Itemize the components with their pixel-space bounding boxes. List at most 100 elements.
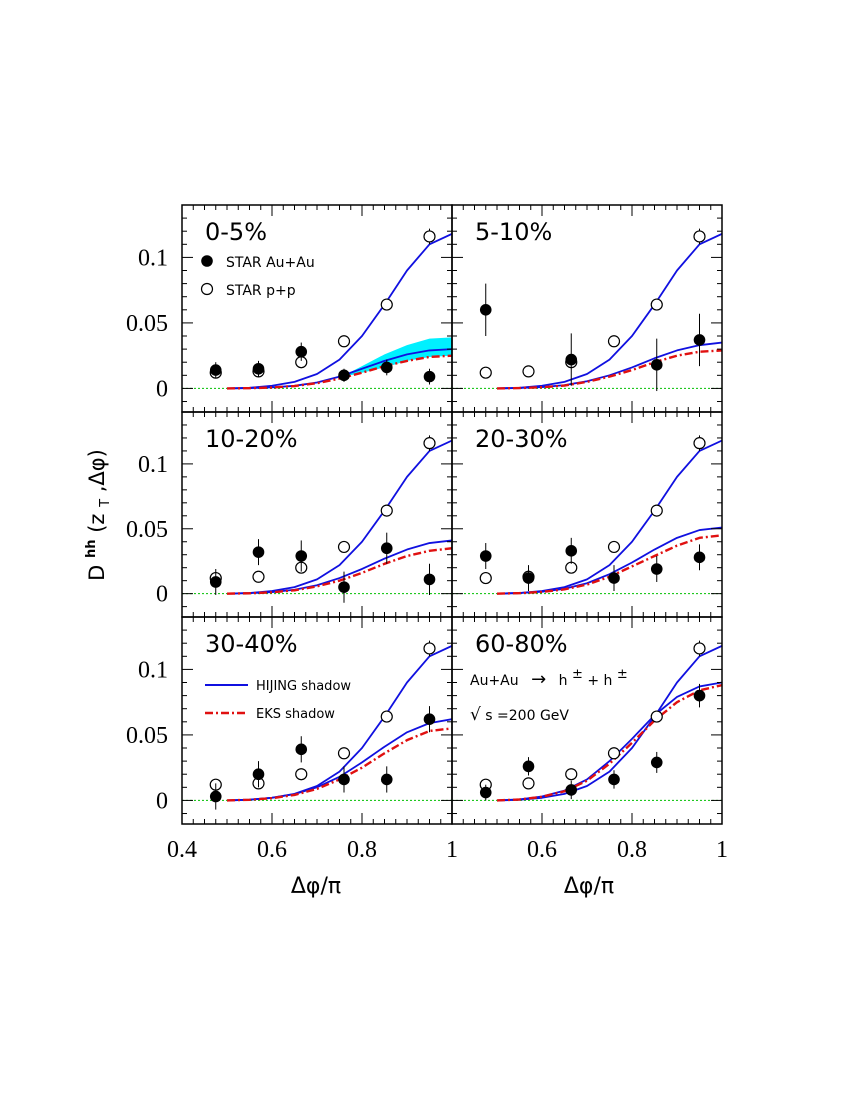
panel-label: 5-10% [475,218,552,246]
pp-point [479,366,492,379]
pp-point [380,504,393,517]
auau-point [338,581,350,593]
pp-point [693,642,706,655]
auau-point [522,572,535,584]
pp-point [252,570,265,583]
eks-aa-curve [496,683,722,802]
auau-point [380,773,393,786]
pp-point [479,571,492,585]
pp-point [423,437,436,450]
panel-10-20%: 0 0.05 0.1 10-20% [126,411,453,618]
panels-layer: 0 0.05 0.1 0-5% 5-10% 0 0.05 0.1 10-20% 20-30% 0 0.… [126,204,728,863]
auau-point [209,364,222,376]
auau-point [565,353,578,366]
auau-point [565,784,578,796]
legend-pp-marker [200,282,214,296]
pp-point [522,365,535,378]
y-tick-label: 0 [156,788,168,814]
x-tick-label: 0.4 [167,837,197,863]
panel-label: 60-80% [475,630,568,658]
y-title-args: (z [85,514,109,533]
pp-point [423,642,436,655]
y-tick-label: 0 [156,582,168,608]
y-title-sub: T [98,499,113,508]
auau-point [423,573,436,586]
x-tick-label: 0.6 [527,837,557,863]
auau-point [650,563,663,575]
legend-eks-label: EKS shadow [256,707,335,722]
legend-hijing-label: HIJING shadow [256,679,351,694]
auau-point [295,550,308,562]
legend-auau-label: STAR Au+Au [226,255,315,271]
pp-point [295,768,308,781]
process-h1: h [559,673,568,689]
x-axis-title-left: Δφ/π [291,874,341,899]
pp-point [607,540,621,554]
panel-20-30%: 20-30% [451,411,723,618]
process-lhs: Au+Au [470,673,519,689]
pp-point [423,230,436,243]
eks-aa-curve [226,727,452,802]
pp-point [337,747,351,760]
process-pm2: ± [617,667,628,682]
pp-point [380,298,393,311]
panel-0-5%: 0 0.05 0.1 0-5% [126,204,453,413]
auau-point [252,362,265,375]
pp-point [693,437,706,450]
pp-point [380,710,393,723]
auau-point [252,768,265,781]
x-tick-label: 1 [446,837,458,863]
x-tick-label: 1 [716,837,728,863]
panel-plot-area [182,228,452,390]
x-tick-label: 0.8 [347,837,377,863]
legend-auau-marker [201,255,213,267]
hijing-pp-curve [226,439,452,595]
pp-point [693,230,706,243]
auau-point [252,546,265,558]
panel-30-40%: 0 0.05 0.1 0.4 0.6 0.8 1 30-40% [126,616,458,863]
auau-point [380,542,393,555]
auau-point [479,550,492,562]
pp-point [650,298,663,311]
pp-point [650,710,663,723]
auau-point [423,370,436,383]
y-tick-label: 0 [156,376,168,402]
eks-aa-curve [226,547,452,595]
energy-s: s [485,708,492,724]
panel-60-80%: 0.6 0.8 1 60-80% [451,616,728,863]
energy-sqrt: √ [470,705,481,725]
hijing-pp-curve [496,233,722,390]
pp-point [607,747,621,760]
panel-label: 0-5% [205,218,267,246]
pp-point [337,335,351,348]
auau-point [693,334,706,346]
hijing-pp-curve [226,233,452,390]
auau-point [650,756,663,769]
y-tick-label: 0.05 [126,517,168,543]
auau-point [650,359,663,371]
y-tick-label: 0.1 [138,657,168,683]
panel-plot-area [182,640,452,810]
y-axis-title-text: D hh (z T ,Δφ) [76,449,114,581]
x-tick-label: 0.8 [617,837,647,863]
pp-point [565,768,578,781]
legend-star: STAR Au+Au STAR p+p [200,255,315,299]
process-arrow: → [531,669,546,690]
hijing-aa-curve [496,526,722,595]
legend-curves: HIJING shadow EKS shadow [205,679,351,722]
panel-plot-area [182,435,452,603]
energy-label: √ s =200 GeV [470,705,569,725]
auau-point [608,572,620,584]
y-title-rest: ,Δφ) [85,449,109,492]
pp-point [565,561,578,574]
panel-label: 20-30% [475,425,568,453]
y-title-sup: hh [84,539,99,558]
auau-point [608,773,620,786]
pp-point [650,504,663,517]
pp-point [337,540,351,554]
y-tick-label: 0.05 [126,311,168,337]
auau-point [693,689,706,702]
process-plus: + [587,673,599,689]
process-annotation: Au+Au → h ± + h ± √ s =200 GeV [470,667,628,725]
